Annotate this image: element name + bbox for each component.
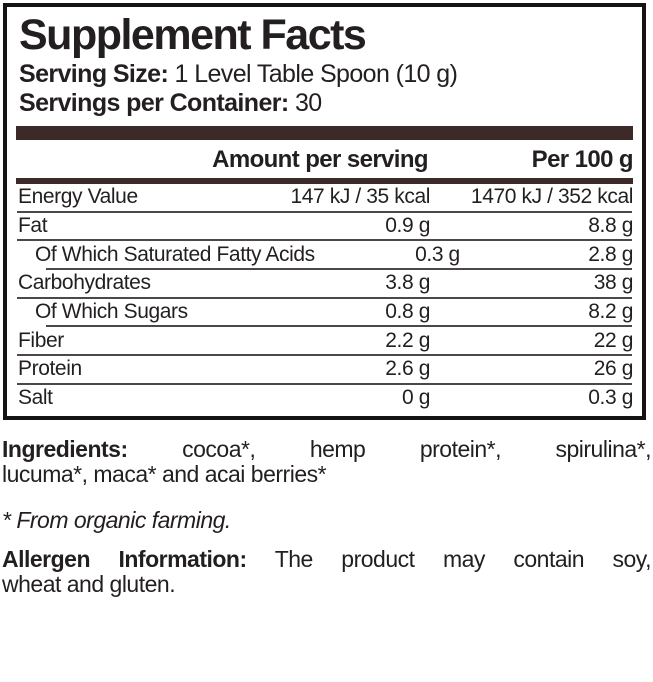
table-row-fat: Fat 0.9 g 8.8 g	[16, 213, 633, 240]
row-amount: 2.6 g	[385, 357, 430, 381]
row-name: Protein	[18, 357, 82, 381]
divider-bar-thin	[16, 178, 633, 184]
row-separator	[17, 296, 632, 299]
table-row-energy: Energy Value 147 kJ / 35 kcal 1470 kJ / …	[16, 184, 633, 211]
column-header-per100: Per 100 g	[531, 146, 634, 173]
row-amount: 0.9 g	[385, 214, 430, 238]
serving-size-value: 1 Level Table Spoon (10 g)	[168, 60, 458, 88]
serving-size-label: Serving Size:	[19, 60, 169, 88]
table-row-carbohydrates: Carbohydrates 3.8 g 38 g	[16, 270, 633, 297]
row-amount: 3.8 g	[385, 271, 430, 295]
row-amount: 147 kJ / 35 kcal	[290, 185, 430, 209]
row-amount: 0.8 g	[385, 300, 430, 324]
table-row-saturated-fat: Of Which Saturated Fatty Acids 0.3 g 2.8…	[16, 241, 633, 268]
allergen-line-1: Allergen Information: The product may co…	[2, 546, 652, 572]
row-per100: 0.3 g	[588, 386, 633, 410]
table-header-row: Amount per serving Per 100 g	[16, 140, 634, 178]
row-amount: 2.2 g	[385, 328, 430, 352]
row-separator	[46, 268, 632, 271]
row-separator	[17, 354, 632, 357]
supplement-facts-panel: Supplement Facts Serving Size: 1 Level T…	[3, 3, 646, 420]
row-name: Energy Value	[18, 185, 138, 209]
row-per100: 22 g	[593, 328, 634, 352]
row-per100: 38 g	[593, 271, 634, 295]
table-row-protein: Protein 2.6 g 26 g	[16, 356, 633, 383]
row-per100: 1470 kJ / 352 kcal	[470, 185, 633, 209]
row-name: Of Which Sugars	[35, 300, 188, 324]
row-amount: 0.3 g	[415, 242, 460, 266]
servings-label: Servings per Container:	[19, 89, 289, 117]
row-name: Carbohydrates	[18, 271, 151, 295]
allergen-line-2: wheat and gluten.	[2, 571, 176, 597]
servings-per-container-line: Servings per Container: 30	[19, 89, 633, 118]
table-row-salt: Salt 0 g 0.3 g	[16, 385, 633, 412]
row-separator	[46, 325, 632, 328]
row-name: Salt	[18, 386, 53, 410]
column-header-amount: Amount per serving	[212, 146, 429, 173]
row-per100: 26 g	[593, 357, 634, 381]
organic-farming-note: * From organic farming.	[2, 507, 231, 533]
row-per100: 8.2 g	[588, 300, 633, 324]
allergen-paragraph: Allergen Information: The product may co…	[2, 546, 652, 597]
divider-bar-thick	[16, 126, 633, 140]
row-per100: 2.8 g	[588, 242, 633, 266]
serving-size-line: Serving Size: 1 Level Table Spoon (10 g)	[19, 60, 633, 89]
servings-value: 30	[288, 89, 322, 117]
ingredients-label: Ingredients:	[2, 436, 128, 462]
row-separator	[17, 239, 632, 242]
row-separator	[17, 210, 632, 213]
ingredients-line-1: Ingredients: cocoa*, hemp protein*, spir…	[2, 436, 652, 462]
row-per100: 8.8 g	[588, 214, 633, 238]
label-footer: Ingredients: cocoa*, hemp protein*, spir…	[2, 436, 652, 597]
ingredients-text-1: cocoa*, hemp protein*, spirulina*,	[127, 436, 651, 462]
table-row-fiber: Fiber 2.2 g 22 g	[16, 327, 633, 354]
row-separator	[17, 382, 632, 385]
row-name: Fiber	[18, 328, 64, 352]
row-name: Fat	[18, 214, 48, 238]
table-row-sugars: Of Which Sugars 0.8 g 8.2 g	[16, 299, 633, 326]
row-amount: 0 g	[402, 386, 430, 410]
allergen-label: Allergen Information:	[2, 546, 247, 572]
nutrition-table: Energy Value 147 kJ / 35 kcal 1470 kJ / …	[16, 184, 633, 412]
panel-title: Supplement Facts	[19, 11, 367, 59]
ingredients-paragraph: Ingredients: cocoa*, hemp protein*, spir…	[2, 436, 652, 487]
row-name: Of Which Saturated Fatty Acids	[35, 242, 315, 266]
ingredients-line-2: lucuma*, maca* and acai berries*	[2, 461, 327, 487]
allergen-text-1: The product may contain soy,	[246, 546, 652, 572]
